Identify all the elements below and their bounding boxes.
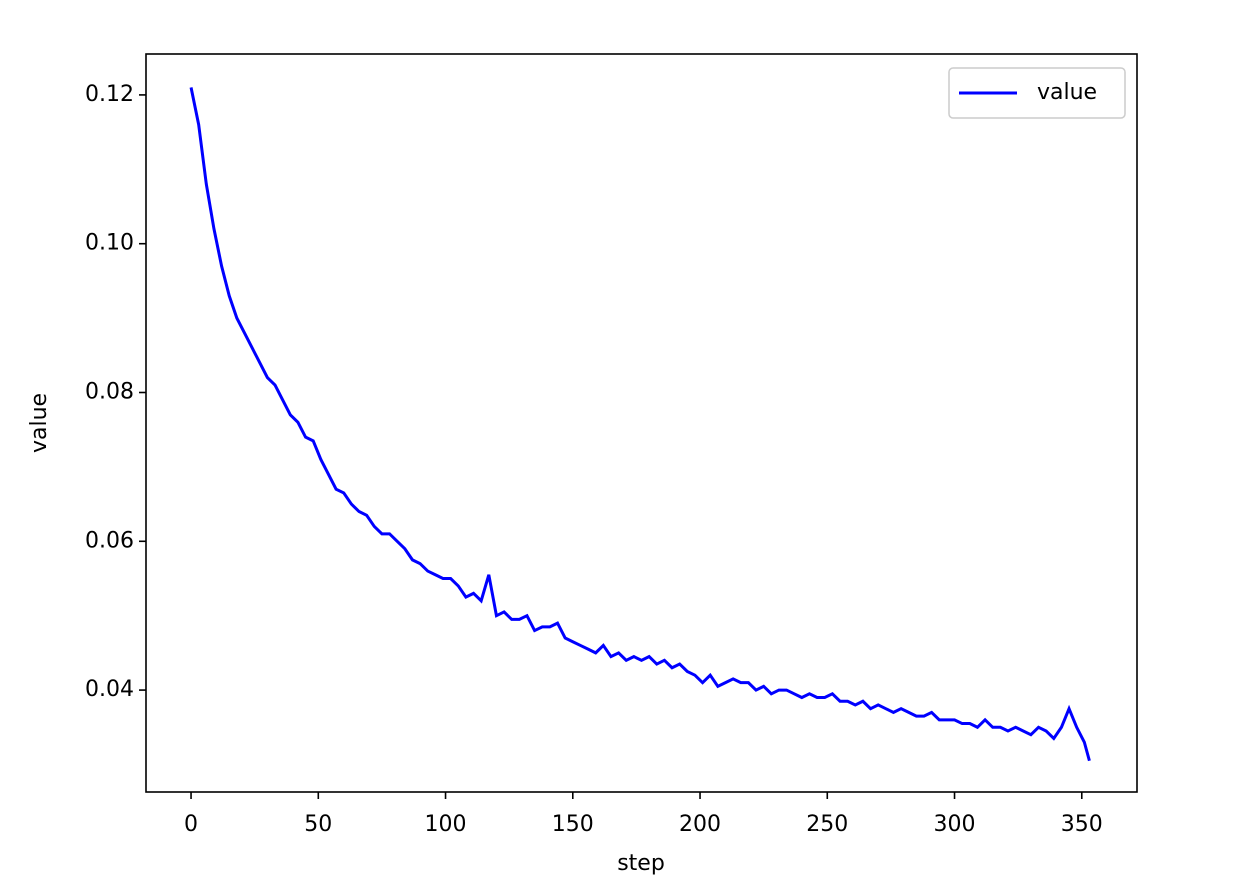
x-tick-label: 250 bbox=[806, 812, 848, 837]
y-tick-label: 0.08 bbox=[85, 379, 134, 404]
x-tick-label: 300 bbox=[934, 812, 976, 837]
x-tick-label: 100 bbox=[425, 812, 467, 837]
y-tick-label: 0.10 bbox=[85, 231, 134, 256]
y-tick-label: 0.12 bbox=[85, 82, 134, 107]
x-tick-label: 50 bbox=[304, 812, 332, 837]
x-tick-label: 150 bbox=[552, 812, 594, 837]
x-axis-label: step bbox=[617, 851, 665, 876]
plot-frame bbox=[145, 53, 1138, 793]
y-axis-label: value bbox=[27, 393, 52, 453]
x-tick-label: 0 bbox=[184, 812, 198, 837]
legend-box bbox=[948, 67, 1126, 119]
data-line bbox=[189, 87, 1091, 762]
y-tick-label: 0.04 bbox=[85, 677, 134, 702]
legend-label: value bbox=[1037, 80, 1097, 105]
x-tick-label: 350 bbox=[1061, 812, 1103, 837]
x-tick-label: 200 bbox=[679, 812, 721, 837]
y-tick-label: 0.06 bbox=[85, 528, 134, 553]
